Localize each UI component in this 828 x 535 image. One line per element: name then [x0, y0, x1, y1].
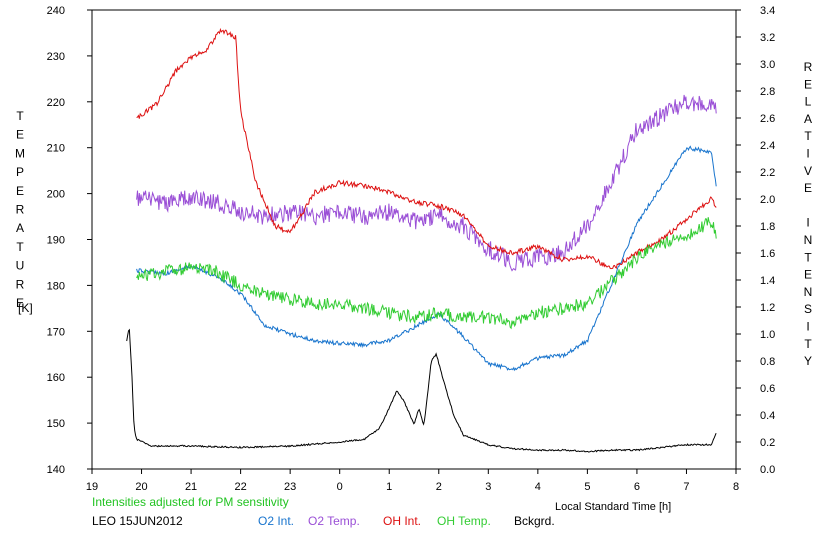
footnote-sensitivity: Intensities adjusted for PM sensitivity	[92, 495, 289, 509]
y-right-label-char: E	[804, 181, 812, 195]
y-right-tick-label: 2.8	[760, 86, 775, 98]
y-right-tick-label: 1.4	[760, 275, 775, 287]
y-right-label-char: A	[804, 112, 812, 126]
y-left-tick-label: 150	[47, 418, 65, 430]
y-right-label-char: E	[804, 77, 812, 91]
y-left-tick-label: 210	[47, 143, 65, 155]
y-right-label-char: N	[804, 233, 813, 247]
y-right-tick-label: 3.4	[760, 5, 775, 17]
legend-item-o2-temp: O2 Temp.	[308, 514, 360, 528]
y-right-tick-label: 1.2	[760, 302, 775, 314]
y-left-label-char: U	[16, 259, 25, 273]
y-right-label-char: L	[805, 95, 812, 109]
y-right-tick-label: 3.0	[760, 59, 775, 71]
y-right-label-char: E	[804, 268, 812, 282]
y-left-label-char: P	[16, 165, 24, 179]
y-left-tick-label: 230	[47, 51, 65, 63]
y-left-tick-label: 190	[47, 235, 65, 247]
y-axis-left-unit: [K]	[18, 301, 33, 315]
y-left-label-char: E	[16, 128, 24, 142]
x-tick-label: 1	[386, 481, 392, 493]
legend-item-oh-int: OH Int.	[383, 514, 421, 528]
legend-item-oh-temp: OH Temp.	[437, 514, 491, 528]
x-tick-label: 20	[135, 481, 147, 493]
y-left-label-char: T	[16, 109, 24, 123]
x-tick-label: 3	[485, 481, 491, 493]
y-right-label-char: N	[804, 285, 813, 299]
y-right-tick-label: 2.4	[760, 140, 775, 152]
y-right-label-char: I	[806, 320, 809, 334]
x-tick-label: 23	[284, 481, 296, 493]
legend: O2 Int. O2 Temp. OH Int. OH Temp. Bckgrd.	[258, 514, 555, 528]
series-line-bckgrd	[126, 328, 717, 453]
series-line-o2-temp	[136, 94, 717, 272]
y-left-label-char: R	[16, 277, 25, 291]
y-right-label-char: S	[804, 302, 812, 316]
legend-item-bckgrd: Bckgrd.	[514, 514, 555, 528]
y-left-label-char: R	[16, 203, 25, 217]
y-left-label-char: E	[16, 296, 24, 310]
y-right-tick-label: 1.6	[760, 248, 775, 260]
y-right-label-char: I	[806, 216, 809, 230]
y-left-label-char: E	[16, 184, 24, 198]
y-right-tick-label: 2.0	[760, 194, 775, 206]
y-right-tick-label: 0.8	[760, 356, 775, 368]
x-tick-label: 22	[234, 481, 246, 493]
axes-layer: 19 20 21 22 23 0 1 2 3 4 5 6 7 8140150160170180190200…	[47, 5, 776, 493]
y-left-label-char: A	[16, 221, 24, 235]
y-right-tick-label: 2.6	[760, 113, 775, 125]
y-right-tick-label: 1.8	[760, 221, 775, 233]
x-tick-label: 7	[683, 481, 689, 493]
y-left-tick-label: 170	[47, 326, 65, 338]
x-axis-label: Local Standard Time [h]	[555, 501, 671, 513]
x-tick-label: 2	[436, 481, 442, 493]
x-tick-label: 0	[337, 481, 343, 493]
y-left-tick-label: 200	[47, 189, 65, 201]
x-tick-label: 19	[86, 481, 98, 493]
series-line-oh-int	[136, 27, 717, 270]
station-date-label: LEO 15JUN2012	[92, 514, 183, 528]
y-right-tick-label: 1.0	[760, 329, 775, 341]
y-left-label-char: T	[16, 240, 24, 254]
y-right-tick-label: 0.0	[760, 464, 775, 476]
y-left-tick-label: 220	[47, 97, 65, 109]
x-tick-label: 5	[584, 481, 590, 493]
y-right-tick-label: 0.2	[760, 437, 775, 449]
y-left-tick-label: 160	[47, 372, 65, 384]
y-right-label-char: T	[804, 337, 812, 351]
plot-frame	[91, 9, 737, 470]
series-line-o2-int	[136, 145, 717, 372]
y-right-label-char: R	[804, 60, 813, 74]
x-tick-label: 6	[634, 481, 640, 493]
y-left-tick-label: 180	[47, 280, 65, 292]
y-right-label-char: V	[804, 164, 812, 178]
y-left-tick-label: 240	[47, 5, 65, 17]
series-line-oh-temp	[136, 217, 717, 330]
x-tick-label: 8	[733, 481, 739, 493]
y-right-label-char: Y	[804, 354, 812, 368]
y-right-tick-label: 2.2	[760, 167, 775, 179]
x-tick-label: 21	[185, 481, 197, 493]
y-right-tick-label: 0.4	[760, 410, 775, 422]
y-right-label-char: T	[804, 250, 812, 264]
x-tick-label: 4	[535, 481, 541, 493]
y-right-label-char: I	[806, 147, 809, 161]
y-right-tick-label: 0.6	[760, 383, 775, 395]
y-right-tick-label: 3.2	[760, 32, 775, 44]
series-layer	[126, 27, 717, 453]
legend-item-o2-int: O2 Int.	[258, 514, 294, 528]
y-left-tick-label: 140	[47, 464, 65, 476]
y-left-label-char: M	[15, 146, 25, 160]
y-right-label-char: T	[804, 129, 812, 143]
